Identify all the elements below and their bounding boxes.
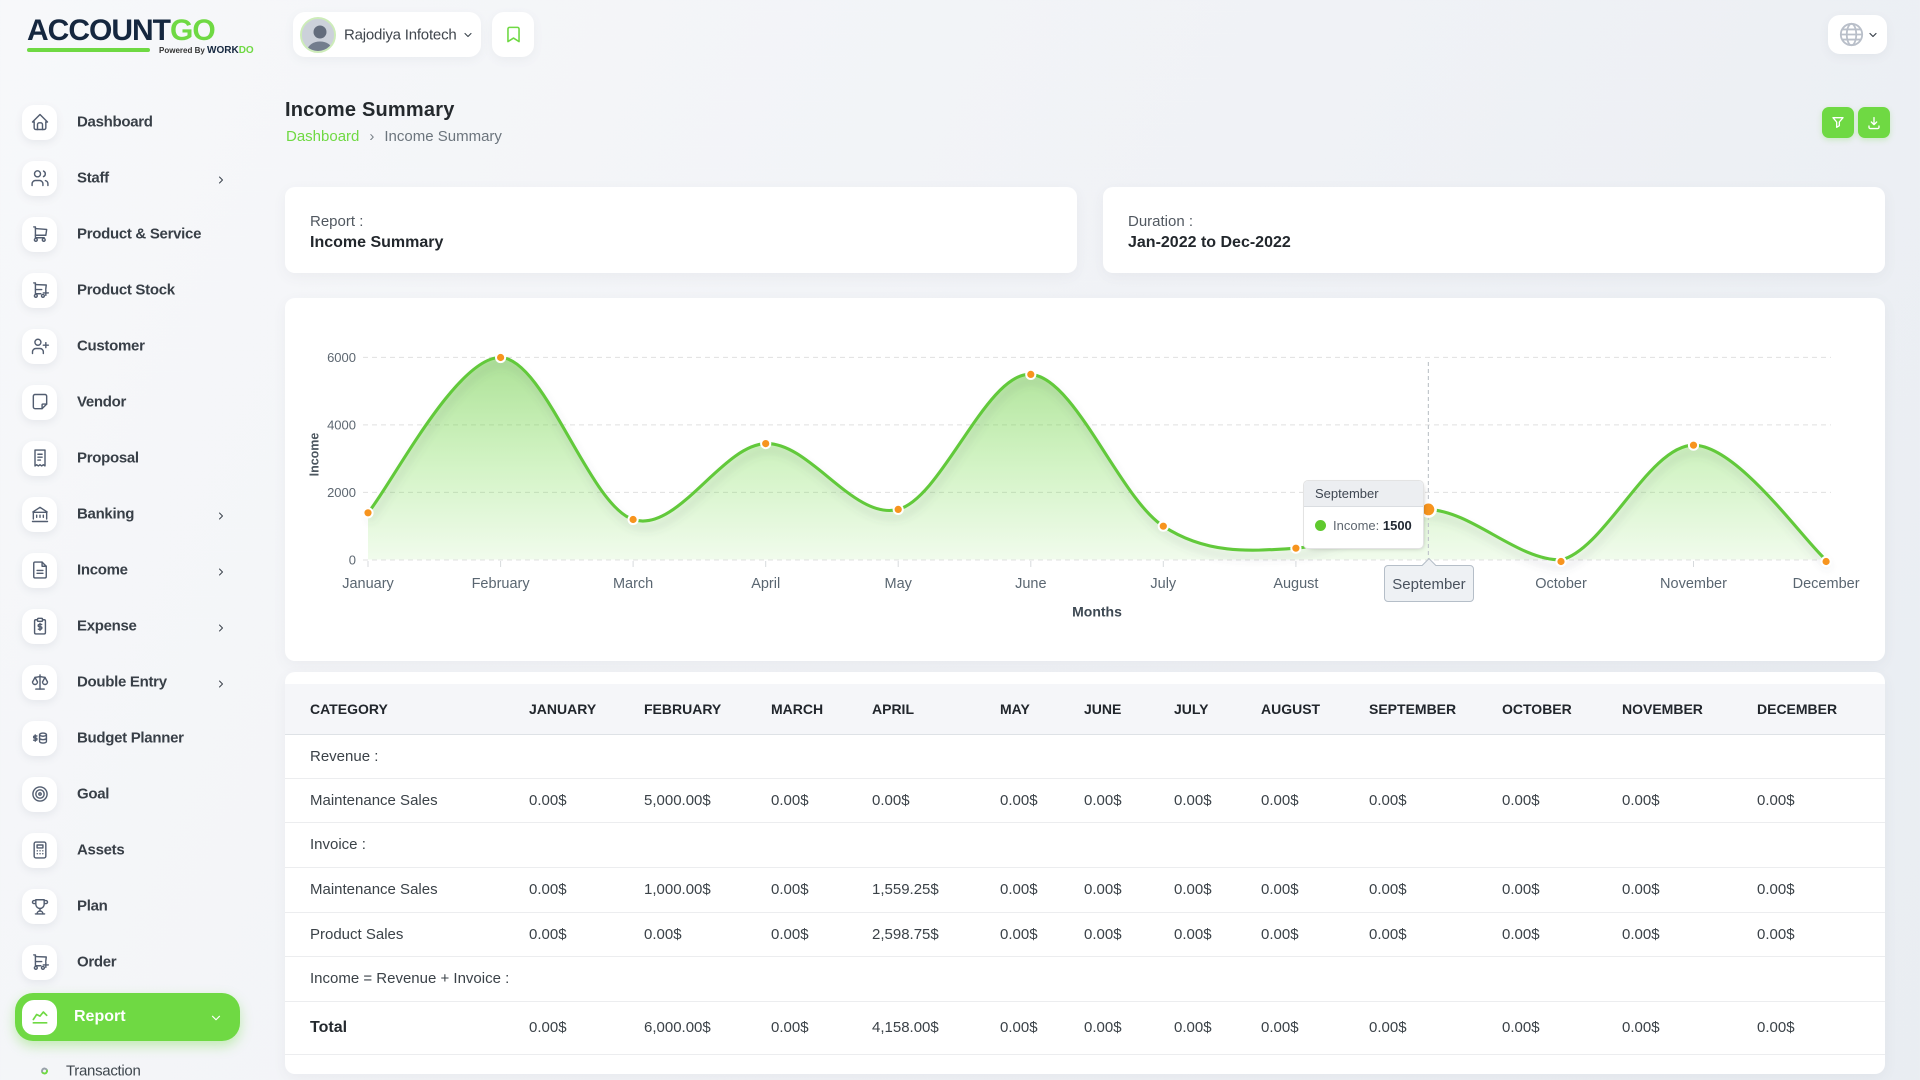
svg-text:March: March — [613, 576, 653, 592]
svg-text:July: July — [1150, 576, 1177, 592]
svg-text:November: November — [1660, 576, 1727, 592]
svg-text:4000: 4000 — [327, 417, 356, 432]
svg-text:2000: 2000 — [327, 485, 356, 500]
svg-text:February: February — [472, 576, 531, 592]
svg-text:May: May — [884, 576, 912, 592]
svg-text:June: June — [1015, 576, 1046, 592]
svg-text:January: January — [342, 576, 394, 592]
svg-text:6000: 6000 — [327, 350, 356, 365]
svg-text:October: October — [1535, 576, 1587, 592]
svg-text:December: December — [1793, 576, 1860, 592]
svg-text:Months: Months — [1072, 604, 1122, 620]
svg-text:Income: Income — [308, 433, 322, 477]
svg-text:0: 0 — [349, 553, 356, 568]
svg-text:April: April — [751, 576, 780, 592]
svg-text:August: August — [1273, 576, 1318, 592]
